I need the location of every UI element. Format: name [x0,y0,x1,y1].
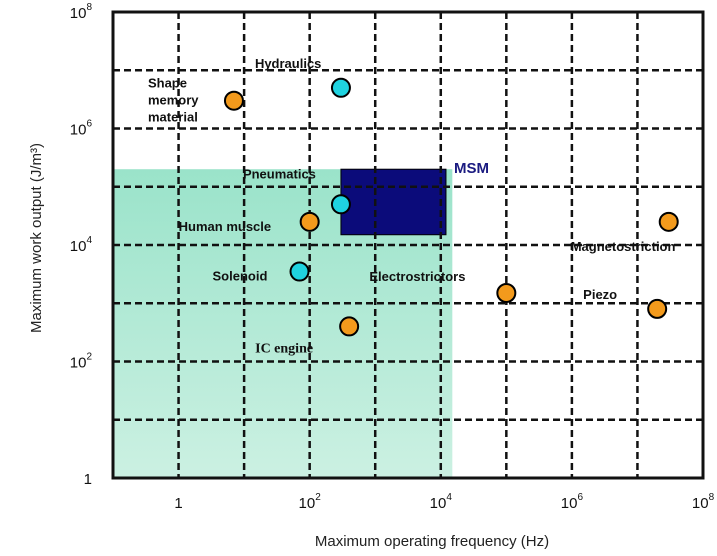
point-label: material [148,110,198,125]
data-point [647,298,668,319]
tick-labels: 1 102 104 106 108 1 102 104 106 108 [70,2,715,512]
point-label: memory [148,93,199,108]
y-axis-title: Maximum work output (J/m³) [28,143,45,333]
regions [113,168,453,478]
x-axis-title: Maximum operating frequency (Hz) [315,533,549,550]
point-label: Magnetostriction [571,239,676,254]
point-label: Human muscle [179,219,271,234]
point-label: Piezo [583,287,617,302]
point-label: Electrostrictors [369,269,465,284]
point-labels: MSM Hydraulics Shape memory material Pneumati… [148,56,676,357]
data-point [330,194,351,215]
point-label: Solenoid [213,269,268,284]
data-point [658,211,679,232]
data-point [339,316,360,337]
data-point [299,211,320,232]
data-points [223,77,679,337]
point-label: Shape [148,76,187,91]
y-tick-label: 106 [70,119,93,139]
data-point [289,261,310,282]
y-tick-label: 1 [84,471,92,488]
x-tick-label: 104 [430,492,453,512]
x-tick-label: 1 [174,495,182,512]
y-tick-label: 102 [70,352,93,372]
grid [111,10,705,480]
point-label: Hydraulics [255,56,321,71]
x-tick-label: 106 [561,492,584,512]
x-tick-label: 108 [692,492,715,512]
y-tick-label: 108 [70,2,93,22]
msm-label: MSM [454,160,489,177]
plot-border [111,10,705,480]
data-point [496,282,517,303]
point-label: Pneumatics [243,166,316,181]
msm-region [340,168,447,236]
point-label: IC engine [255,341,313,356]
data-point [330,77,351,98]
y-tick-label: 104 [70,235,93,255]
data-point [223,90,244,111]
x-tick-label: 102 [299,492,322,512]
